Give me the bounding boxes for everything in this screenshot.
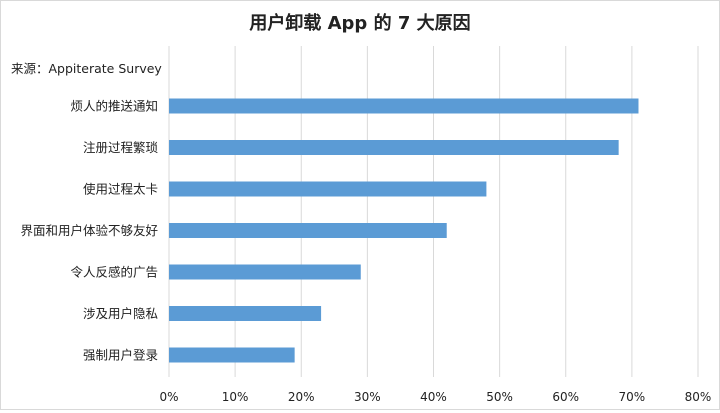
category-label: 使用过程太卡 (83, 182, 158, 197)
source-label: 来源：Appiterate Survey (11, 61, 162, 76)
category-label: 注册过程繁琐 (83, 140, 159, 155)
x-tick-label: 40% (420, 390, 447, 404)
x-tick-label: 60% (552, 390, 579, 404)
bar (169, 347, 295, 363)
bar (169, 306, 322, 321)
bar (169, 140, 619, 155)
category-label: 令人反感的广告 (70, 265, 158, 280)
bar (169, 181, 487, 197)
bar (169, 264, 361, 280)
category-label: 界面和用户体验不够友好 (20, 223, 158, 238)
category-labels: 烦人的推送通知注册过程繁琐使用过程太卡界面和用户体验不够友好令人反感的广告涉及用… (20, 99, 158, 363)
x-tick-label: 20% (288, 390, 315, 404)
gridlines (168, 46, 699, 377)
x-tick-label: 10% (222, 390, 249, 404)
x-tick-label: 0% (159, 390, 178, 404)
bar (169, 223, 447, 238)
chart-title: 用户卸载 App 的 7 大原因 (249, 12, 470, 34)
category-label: 涉及用户隐私 (83, 306, 158, 321)
category-label: 烦人的推送通知 (70, 99, 158, 114)
category-label: 强制用户登录 (83, 348, 158, 363)
x-tick-label: 50% (486, 390, 513, 404)
x-tick-label: 70% (619, 390, 646, 404)
bars (169, 98, 639, 363)
x-tick-label: 30% (354, 390, 381, 404)
x-tick-labels: 0% 10% 20% 30% 40% 50% 60% 70% 80% (159, 390, 711, 404)
x-tick-label: 80% (685, 390, 712, 404)
bar (169, 98, 639, 114)
